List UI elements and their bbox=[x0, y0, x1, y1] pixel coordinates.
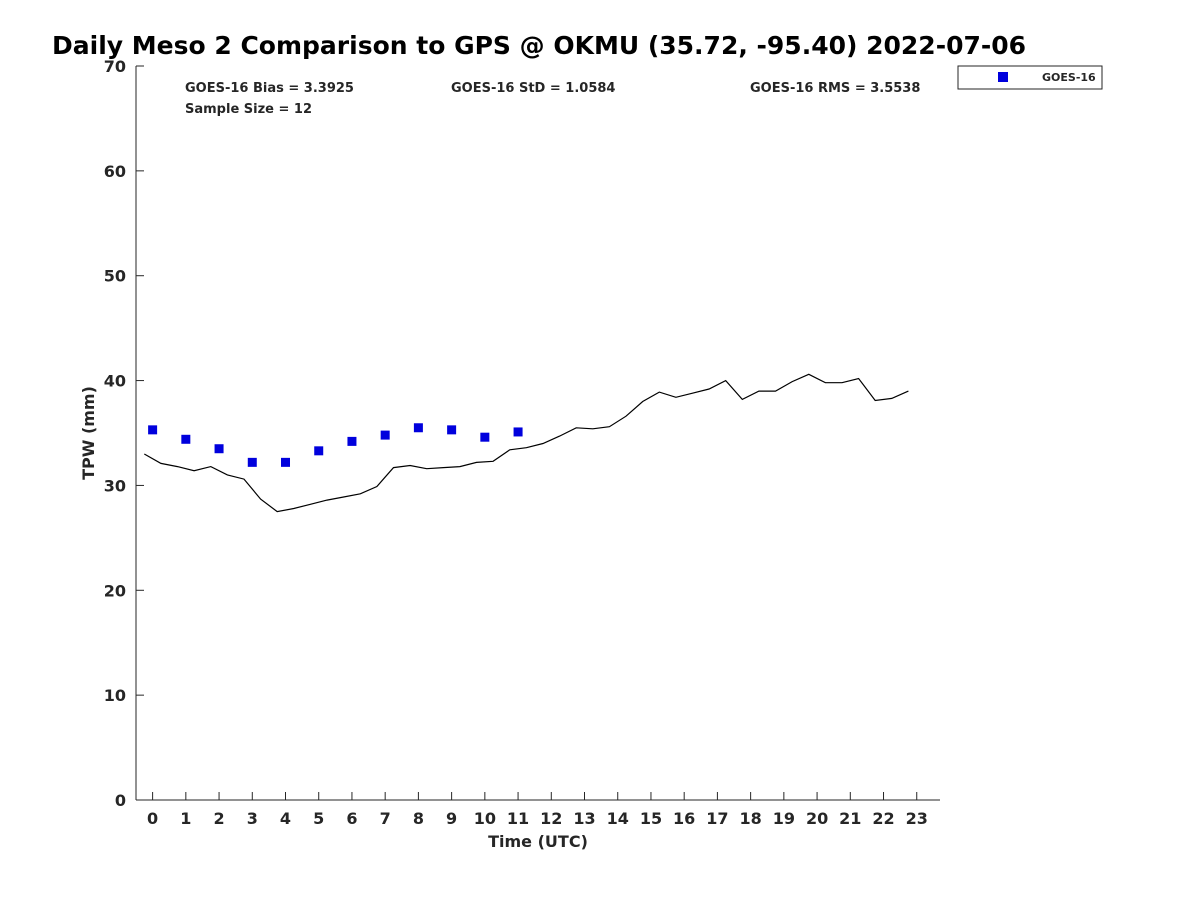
goes16-point bbox=[314, 446, 324, 456]
goes16-point bbox=[413, 423, 423, 433]
goes16-point bbox=[513, 427, 523, 437]
gps-series-line bbox=[144, 373, 909, 513]
x-tick-label: 11 bbox=[507, 809, 529, 828]
legend-box bbox=[957, 65, 1103, 90]
chart-title: Daily Meso 2 Comparison to GPS @ OKMU (3… bbox=[52, 31, 1026, 60]
x-tick-label: 14 bbox=[607, 809, 629, 828]
goes16-point bbox=[181, 434, 191, 444]
y-tick-label: 60 bbox=[104, 162, 126, 181]
x-ticks: 0 1 2 3 4 5 6 7 8 9 10 11 12 13 14 15 16 17 18 19 20 21 22 23 bbox=[147, 792, 928, 828]
goes16-point bbox=[247, 457, 257, 467]
x-tick-label: 0 bbox=[147, 809, 158, 828]
y-tick-label: 40 bbox=[104, 372, 126, 391]
x-tick-label: 15 bbox=[640, 809, 662, 828]
x-tick-label: 8 bbox=[413, 809, 424, 828]
x-tick-label: 9 bbox=[446, 809, 457, 828]
stat-rms: GOES-16 RMS = 3.5538 bbox=[750, 81, 920, 96]
goes16-point bbox=[347, 436, 357, 446]
goes16-point bbox=[447, 425, 457, 435]
y-axis-label: TPW (mm) bbox=[79, 386, 98, 480]
x-tick-label: 21 bbox=[839, 809, 861, 828]
stat-bias: GOES-16 Bias = 3.3925 bbox=[185, 81, 354, 96]
goes16-point bbox=[380, 430, 390, 440]
goes16-series-markers bbox=[148, 423, 523, 467]
y-tick-label: 20 bbox=[104, 581, 126, 600]
stat-sample-size: Sample Size = 12 bbox=[185, 102, 312, 117]
y-tick-label: 0 bbox=[115, 791, 126, 810]
goes16-point bbox=[148, 425, 158, 435]
goes16-point bbox=[214, 444, 224, 454]
x-tick-label: 20 bbox=[806, 809, 828, 828]
legend-label-goes16: GOES-16 bbox=[1042, 71, 1096, 84]
x-tick-label: 23 bbox=[906, 809, 928, 828]
y-tick-label: 30 bbox=[104, 476, 126, 495]
x-axis-label: Time (UTC) bbox=[488, 832, 588, 851]
y-tick-label: 10 bbox=[104, 686, 126, 705]
x-tick-label: 10 bbox=[474, 809, 496, 828]
x-tick-label: 16 bbox=[673, 809, 695, 828]
goes16-point bbox=[480, 432, 490, 442]
x-tick-label: 19 bbox=[773, 809, 795, 828]
legend: GOES-16 bbox=[957, 65, 1103, 90]
y-tick-label: 70 bbox=[104, 57, 126, 76]
x-tick-label: 17 bbox=[706, 809, 728, 828]
legend-marker-goes16 bbox=[998, 72, 1008, 82]
x-tick-label: 12 bbox=[540, 809, 562, 828]
x-tick-label: 13 bbox=[573, 809, 595, 828]
x-tick-label: 6 bbox=[346, 809, 357, 828]
y-tick-label: 50 bbox=[104, 267, 126, 286]
x-tick-label: 4 bbox=[280, 809, 291, 828]
goes16-point bbox=[281, 457, 291, 467]
x-tick-label: 18 bbox=[739, 809, 761, 828]
y-ticks: 0 10 20 30 40 50 60 70 bbox=[104, 57, 144, 810]
stat-std: GOES-16 StD = 1.0584 bbox=[451, 81, 615, 96]
x-tick-label: 3 bbox=[247, 809, 258, 828]
x-tick-label: 1 bbox=[180, 809, 191, 828]
x-tick-label: 22 bbox=[872, 809, 894, 828]
x-tick-label: 7 bbox=[380, 809, 391, 828]
x-tick-label: 5 bbox=[313, 809, 324, 828]
x-tick-label: 2 bbox=[213, 809, 224, 828]
